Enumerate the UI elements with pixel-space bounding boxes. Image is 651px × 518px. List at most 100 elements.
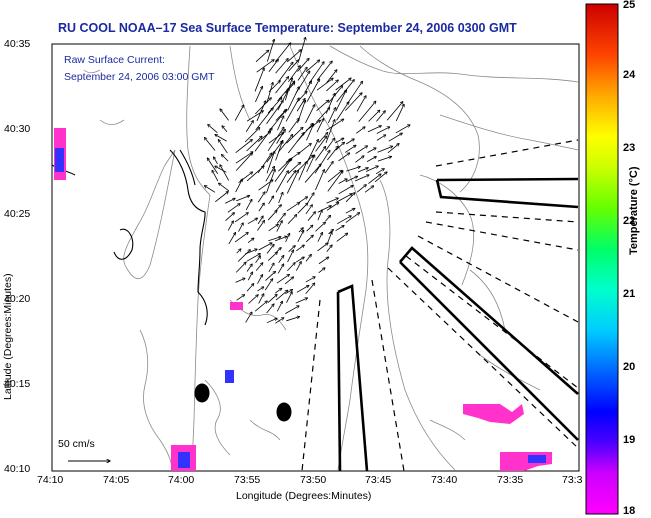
- current-vector: [266, 304, 274, 314]
- current-vector: [267, 252, 277, 261]
- current-vector: [338, 179, 348, 184]
- current-vector: [266, 244, 274, 254]
- current-vector: [208, 125, 218, 133]
- current-vector: [325, 215, 330, 222]
- x-tick: 73:45: [365, 474, 392, 486]
- current-vector: [225, 198, 235, 204]
- current-vector: [258, 294, 264, 304]
- current-vector: [234, 232, 248, 243]
- colorbar-tick: 24: [623, 69, 636, 81]
- current-vector: [256, 60, 274, 73]
- current-vector: [325, 138, 335, 151]
- current-vector: [266, 101, 284, 125]
- current-vector: [375, 169, 384, 175]
- current-vector: [277, 88, 289, 111]
- current-vector: [334, 138, 344, 144]
- current-vector: [266, 151, 275, 174]
- current-vector: [376, 135, 386, 141]
- current-vector: [287, 87, 300, 111]
- colorbar-tick: 19: [623, 434, 636, 446]
- current-vector: [215, 135, 227, 142]
- current-vector: [236, 196, 249, 202]
- current-vector: [247, 238, 254, 243]
- x-tick: 73:55: [234, 474, 261, 486]
- plot-frame: [51, 43, 580, 472]
- current-vector: [327, 170, 342, 183]
- colorbar: [585, 3, 619, 515]
- current-vector: [336, 194, 352, 203]
- bathymetry-contours: [83, 45, 579, 471]
- current-vector: [215, 166, 227, 173]
- current-vector: [295, 298, 308, 304]
- current-vector: [266, 169, 275, 194]
- current-vector: [327, 146, 338, 161]
- current-vector: [227, 221, 233, 231]
- x-tick: 74:05: [103, 474, 130, 486]
- current-vector: [356, 96, 366, 112]
- current-vector: [247, 218, 258, 225]
- current-vector: [286, 203, 300, 212]
- current-vector: [276, 221, 283, 232]
- current-vector: [314, 150, 330, 174]
- current-vector: [276, 213, 285, 224]
- current-vector: [276, 274, 289, 284]
- current-vector: [288, 133, 304, 154]
- y-tick: 40:30: [4, 123, 31, 135]
- x-tick: 73:40: [431, 474, 458, 486]
- current-vector: [286, 317, 299, 322]
- current-vector: [218, 140, 228, 154]
- current-vector: [285, 98, 299, 122]
- current-vector: [315, 136, 327, 152]
- station-dot: [276, 402, 292, 422]
- current-vector: [318, 268, 325, 274]
- current-vector: [277, 264, 284, 274]
- current-vector: [268, 196, 274, 205]
- current-vector: [304, 81, 311, 93]
- current-vector: [356, 127, 365, 134]
- x-tick: 74:00: [168, 474, 195, 486]
- current-vector: [234, 105, 244, 121]
- current-vector: [247, 272, 252, 281]
- current-vector: [286, 292, 292, 303]
- current-vector: [266, 39, 274, 62]
- x-tick: 73:50: [300, 474, 327, 486]
- current-vector: [287, 263, 295, 272]
- current-vector: [257, 192, 265, 203]
- current-vector: [295, 257, 304, 263]
- current-vector: [318, 257, 329, 265]
- current-vector: [275, 290, 288, 301]
- current-vector: [306, 139, 318, 163]
- current-vector: [358, 101, 376, 123]
- current-vector: [307, 212, 316, 221]
- current-vector: [296, 245, 304, 252]
- current-vector: [336, 102, 349, 121]
- current-vector: [212, 170, 219, 182]
- current-vector: [274, 236, 287, 242]
- current-vector: [227, 204, 240, 213]
- current-vector: [266, 318, 277, 324]
- current-vector: [306, 124, 314, 141]
- current-vector: [274, 158, 292, 182]
- current-vector: [258, 203, 264, 212]
- current-vector: [316, 61, 332, 81]
- current-vector: [246, 136, 263, 152]
- current-vector: [245, 199, 252, 211]
- current-vector: [326, 119, 343, 131]
- colorbar-tick: 18: [623, 505, 636, 517]
- current-vector: [285, 233, 290, 243]
- current-vector: [306, 79, 319, 102]
- current-vector: [387, 144, 399, 154]
- current-vector: [255, 256, 261, 263]
- current-vector: [275, 318, 283, 324]
- current-vector: [336, 233, 348, 242]
- current-vector: [204, 186, 216, 193]
- current-vector: [278, 192, 283, 204]
- current-vector: [277, 134, 292, 153]
- current-vector: [234, 213, 248, 223]
- current-vector: [257, 220, 264, 231]
- current-vector: [335, 78, 351, 91]
- current-vector: [377, 146, 393, 153]
- current-vector: [288, 60, 299, 72]
- current-vector: [346, 167, 360, 172]
